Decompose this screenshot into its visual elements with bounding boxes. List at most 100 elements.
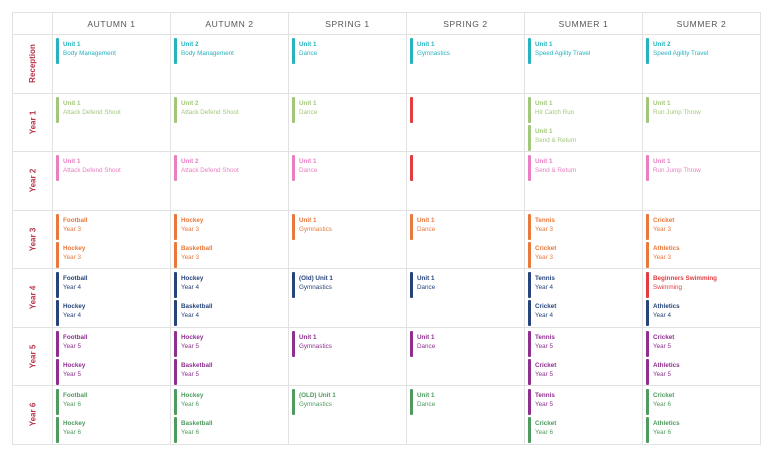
unit-title: Unit 1 xyxy=(535,158,553,165)
unit-entry[interactable]: Unit 1 Send & Return xyxy=(528,155,642,181)
unit-subtitle: Gymnastics xyxy=(299,284,332,291)
unit-subtitle: Year 3 xyxy=(181,253,199,261)
unit-color-bar xyxy=(56,155,59,181)
unit-subtitle: Year 3 xyxy=(535,225,553,233)
unit-title: (Old) Unit 1 xyxy=(299,275,333,282)
unit-color-bar xyxy=(56,417,59,443)
unit-entry[interactable]: Unit 1 Run Jump Throw xyxy=(646,155,760,181)
unit-subtitle: Year 4 xyxy=(535,312,553,319)
unit-entry[interactable]: Unit 1 Dance xyxy=(410,389,524,415)
unit-entry[interactable]: Basketball Year 5 xyxy=(174,358,288,385)
unit-color-bar xyxy=(56,272,59,298)
unit-entry[interactable]: Unit 1 Speed Agility Travel xyxy=(528,38,642,64)
unit-entry[interactable]: Football Year 6 xyxy=(56,389,170,415)
unit-entry[interactable]: Tennis Year 4 xyxy=(528,272,642,298)
unit-entry[interactable]: Beginners Swimming Swimming xyxy=(646,272,760,298)
unit-entry[interactable]: Unit 1 Run Jump Throw xyxy=(646,96,760,123)
unit-entry[interactable]: Football Year 4 xyxy=(56,272,170,298)
unit-title: Unit 1 xyxy=(299,99,317,107)
unit-entry[interactable]: (Old) Unit 1 Gymnastics xyxy=(292,272,406,298)
unit-entry[interactable]: Basketball Year 3 xyxy=(174,241,288,268)
unit-entry[interactable]: Basketball Year 6 xyxy=(174,417,288,443)
unit-entry[interactable]: Unit 1 Dance xyxy=(292,155,406,181)
unit-subtitle: Send & Return xyxy=(535,136,577,144)
unit-entry[interactable]: Cricket Year 3 xyxy=(646,213,760,240)
unit-entry[interactable]: Unit 1 Body Management xyxy=(56,38,170,64)
schedule-cell: (Old) Unit 1 Gymnastics xyxy=(289,269,407,328)
unit-entry[interactable]: Hockey Year 5 xyxy=(56,358,170,385)
unit-entry[interactable]: (OLD) Unit 1 Gymnastics xyxy=(292,389,406,415)
unit-color-bar xyxy=(528,417,531,443)
unit-entry[interactable]: Hockey Year 6 xyxy=(56,417,170,443)
schedule-cell: Tennis Year 4 Cricket Year 4 xyxy=(525,269,643,328)
schedule-cell: Unit 1 Dance xyxy=(289,35,407,94)
unit-entry[interactable]: Hockey Year 4 xyxy=(56,300,170,326)
unit-entry[interactable]: Athletics Year 5 xyxy=(646,358,760,385)
unit-subtitle: Year 5 xyxy=(653,370,671,378)
unit-entry[interactable]: Unit 1 Gymnastics xyxy=(410,38,524,64)
unit-entry[interactable]: Unit 1 Gymnastics xyxy=(292,330,406,357)
schedule-cell: Unit 1 Dance xyxy=(407,327,525,386)
unit-title: Athletics xyxy=(653,244,680,252)
unit-color-bar xyxy=(56,358,59,385)
unit-entry[interactable]: Tennis Year 5 xyxy=(528,330,642,357)
unit-entry[interactable]: Unit 2 Body Management xyxy=(174,38,288,64)
unit-entry[interactable]: Unit 1 Send & Return xyxy=(528,124,642,151)
unit-entry[interactable]: Basketball Year 4 xyxy=(174,300,288,326)
unit-color-bar xyxy=(174,300,177,326)
unit-entry[interactable]: Unit 1 Gymnastics xyxy=(292,213,406,240)
unit-entry[interactable]: Unit 1 Dance xyxy=(410,330,524,357)
unit-entry[interactable]: Cricket Year 4 xyxy=(528,300,642,326)
unit-entry[interactable]: Athletics Year 4 xyxy=(646,300,760,326)
unit-title: Unit 1 xyxy=(63,158,81,165)
unit-color-bar xyxy=(528,330,531,357)
unit-entry[interactable]: Unit 2 Attack Defend Shoot xyxy=(174,155,288,181)
unit-entry[interactable]: Unit 2 Attack Defend Shoot xyxy=(174,96,288,123)
unit-color-bar xyxy=(174,417,177,443)
unit-title: Basketball xyxy=(181,420,213,427)
curriculum-grid: AUTUMN 1 AUTUMN 2 SPRING 1 SPRING 2 SUMM… xyxy=(12,12,761,445)
unit-entry[interactable]: Unit 1 Attack Defend Shoot xyxy=(56,96,170,123)
unit-subtitle: Year 6 xyxy=(653,401,671,408)
unit-entry[interactable]: Hockey Year 4 xyxy=(174,272,288,298)
unit-entry[interactable]: Cricket Year 6 xyxy=(646,389,760,415)
unit-entry[interactable]: Hockey Year 6 xyxy=(174,389,288,415)
unit-title: Tennis xyxy=(535,216,555,224)
unit-entry[interactable]: Athletics Year 6 xyxy=(646,417,760,443)
unit-entry[interactable]: Cricket Year 5 xyxy=(646,330,760,357)
unit-entry[interactable]: Unit 1 Dance xyxy=(292,38,406,64)
unit-entry[interactable]: Hockey Year 5 xyxy=(174,330,288,357)
unit-entry[interactable]: Football Year 3 xyxy=(56,213,170,240)
unit-entry[interactable]: Tennis Year 5 xyxy=(528,389,642,415)
unit-entry[interactable]: Athletics Year 3 xyxy=(646,241,760,268)
unit-entry[interactable]: Cricket Year 3 xyxy=(528,241,642,268)
unit-color-bar xyxy=(410,213,413,240)
unit-subtitle: Year 5 xyxy=(653,342,671,350)
schedule-cell: Unit 1 Dance xyxy=(407,269,525,328)
unit-entry[interactable]: Cricket Year 5 xyxy=(528,358,642,385)
unit-entry[interactable]: Football Year 5 xyxy=(56,330,170,357)
unit-title: Unit 1 xyxy=(535,41,553,48)
unit-entry[interactable]: Hockey Year 3 xyxy=(174,213,288,240)
unit-title: Athletics xyxy=(653,420,680,427)
unit-entry[interactable]: Unit 1 Dance xyxy=(410,213,524,240)
unit-entry[interactable] xyxy=(410,96,524,123)
unit-color-bar xyxy=(292,155,295,181)
unit-title: Athletics xyxy=(653,361,680,369)
unit-entry[interactable]: Cricket Year 6 xyxy=(528,417,642,443)
schedule-cell: Cricket Year 3 Athletics Year 3 xyxy=(643,210,761,269)
unit-entry[interactable]: Hockey Year 3 xyxy=(56,241,170,268)
unit-entry[interactable]: Unit 1 Dance xyxy=(410,272,524,298)
unit-title: Unit 1 xyxy=(299,333,317,341)
schedule-cell: Unit 1 Attack Defend Shoot xyxy=(53,93,171,152)
unit-subtitle: Year 6 xyxy=(181,429,199,436)
unit-entry[interactable] xyxy=(410,155,524,181)
unit-color-bar xyxy=(410,272,413,298)
unit-entry[interactable]: Unit 1 Hit Catch Run xyxy=(528,96,642,123)
unit-entry[interactable]: Unit 2 Speed Agility Travel xyxy=(646,38,760,64)
unit-color-bar xyxy=(528,300,531,326)
unit-entry[interactable]: Unit 1 Dance xyxy=(292,96,406,123)
unit-subtitle: Year 3 xyxy=(653,225,671,233)
unit-entry[interactable]: Tennis Year 3 xyxy=(528,213,642,240)
unit-entry[interactable]: Unit 1 Attack Defend Shoot xyxy=(56,155,170,181)
